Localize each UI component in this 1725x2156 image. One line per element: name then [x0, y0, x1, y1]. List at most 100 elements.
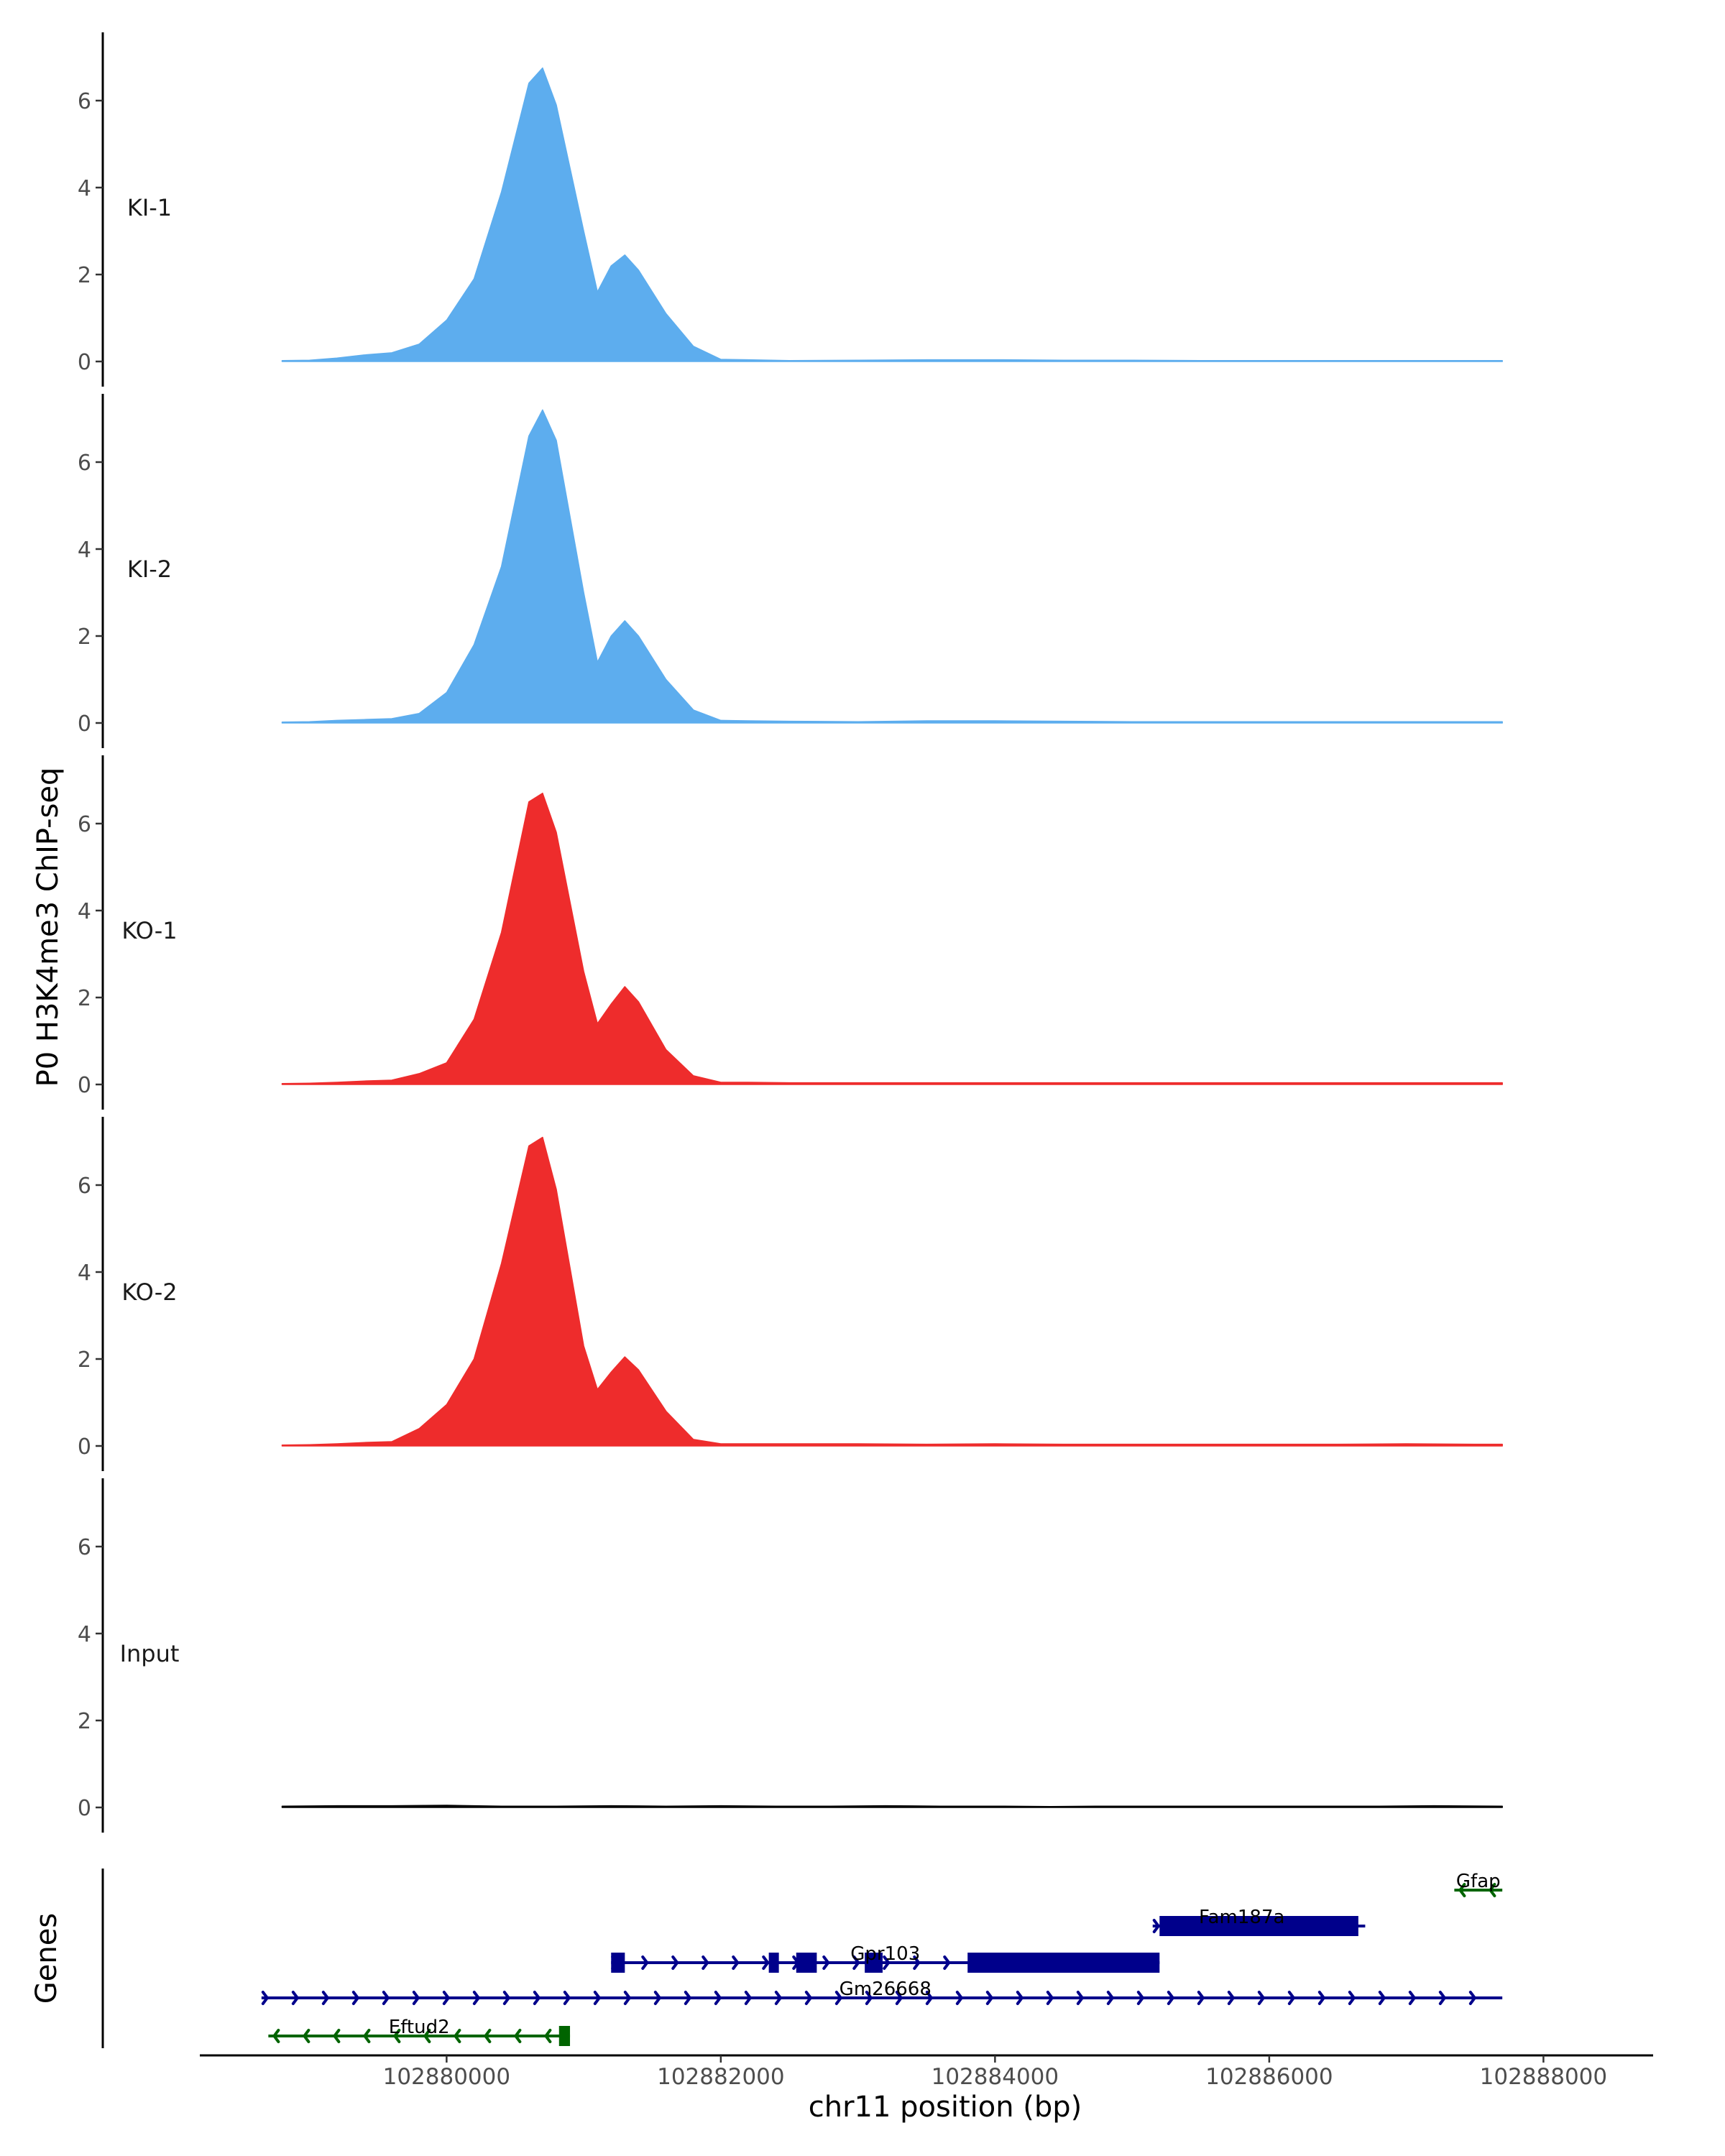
y-tick-label: 4 [78, 538, 91, 563]
y-tick-label: 2 [78, 986, 91, 1011]
strand-arrow-icon [702, 1955, 709, 1970]
strand-arrow-icon [925, 1991, 934, 2005]
gene-eftud2: Eftud2 [268, 2017, 571, 2046]
strand-arrow-icon [641, 1955, 649, 1970]
strand-arrow-icon [1317, 1991, 1326, 2005]
gene-annotation-track: Gfap Fam187a Gpr103 Gm26668 Eftud2 [101, 1869, 1503, 2048]
strand-arrow-icon [744, 1991, 753, 2005]
y-tick-label: 0 [78, 350, 91, 375]
strand-arrow-icon [533, 1991, 541, 2005]
track-panel-ki-1: 0 2 4 6 KI-1 [78, 32, 1503, 387]
y-tick-label: 4 [78, 1261, 91, 1286]
strand-arrow-icon [714, 1991, 722, 2005]
y-tick-label: 6 [78, 89, 91, 114]
strand-arrow-icon [852, 1955, 860, 1970]
coverage-area-ki-2 [281, 409, 1503, 724]
strand-arrow-icon [442, 1991, 451, 2005]
genes-track-title: Genes [30, 1913, 63, 2004]
y-tick-label: 2 [78, 625, 91, 650]
coverage-area-input [281, 1805, 1503, 1808]
gene-label: Gfap [1456, 1871, 1501, 1892]
x-tick-label: 102886000 [1205, 2064, 1333, 2090]
strand-arrow-icon [261, 1991, 270, 2005]
y-tick-label: 2 [78, 263, 91, 288]
exon-block [558, 2026, 571, 2046]
gene-gm26668: Gm26668 [261, 1978, 1503, 2005]
strand-arrow-icon [623, 1991, 632, 2005]
x-axis: 102880000 102882000 102884000 102886000 1028… [200, 2054, 1653, 2090]
gene-label: Eftud2 [389, 2017, 450, 2038]
strand-arrow-icon [913, 1955, 921, 1970]
track-label: Input [120, 1640, 180, 1667]
y-tick-label: 6 [78, 1174, 91, 1199]
strand-arrow-icon [1046, 1991, 1054, 2005]
coverage-tracks: 0 2 4 6 KI-1 0 2 4 6 KI-2 0 2 4 6 KO-1 0 2 4 6 KO-2 0 2 4 6 Inpu… [78, 32, 1503, 1833]
track-panel-input: 0 2 4 6 Input [78, 1478, 1503, 1833]
y-tick-label: 0 [78, 711, 91, 737]
strand-arrow-icon [1167, 1991, 1175, 2005]
y-tick-label: 6 [78, 812, 91, 837]
y-tick-label: 0 [78, 1434, 91, 1460]
y-tick-label: 4 [78, 176, 91, 201]
y-tick-label: 4 [78, 1622, 91, 1647]
strand-arrow-icon [1136, 1991, 1145, 2005]
track-panel-ki-2: 0 2 4 6 KI-2 [78, 394, 1503, 748]
track-label: KO-2 [121, 1279, 177, 1306]
strand-arrow-icon [1408, 1991, 1417, 2005]
strand-arrow-icon [762, 1955, 770, 1970]
coverage-area-ko-2 [281, 1136, 1503, 1447]
strand-arrow-icon [483, 2029, 492, 2043]
strand-arrow-icon [671, 1955, 679, 1970]
strand-arrow-icon [543, 2029, 552, 2043]
strand-arrow-icon [1438, 1991, 1447, 2005]
strand-arrow-icon [1488, 1883, 1496, 1897]
strand-arrow-icon [1076, 1991, 1085, 2005]
strand-arrow-icon [895, 1991, 903, 2005]
y-tick-label: 2 [78, 1348, 91, 1373]
y-tick-label: 0 [78, 1073, 91, 1098]
strand-arrow-icon [382, 1991, 390, 2005]
strand-arrow-icon [472, 1991, 481, 2005]
strand-arrow-icon [1197, 1991, 1205, 2005]
strand-arrow-icon [943, 1955, 951, 1970]
gene-label: Gm26668 [840, 1978, 932, 2000]
y-tick-label: 2 [78, 1709, 91, 1734]
gene-gfap: Gfap [1454, 1871, 1503, 1897]
exon-block [967, 1953, 1160, 1973]
strand-arrow-icon [865, 1991, 873, 2005]
strand-arrow-icon [302, 2029, 310, 2043]
y-tick-label: 6 [78, 451, 91, 476]
strand-arrow-icon [593, 1991, 602, 2005]
y-tick-label: 0 [78, 1796, 91, 1821]
strand-arrow-icon [822, 1955, 830, 1970]
strand-arrow-icon [513, 2029, 522, 2043]
strand-arrow-icon [804, 1991, 813, 2005]
x-tick-label: 102880000 [383, 2064, 511, 2090]
strand-arrow-icon [1152, 1919, 1161, 1933]
strand-arrow-icon [1257, 1991, 1266, 2005]
strand-arrow-icon [955, 1991, 964, 2005]
coverage-area-ko-1 [281, 792, 1503, 1085]
strand-arrow-icon [272, 2029, 280, 2043]
strand-arrow-icon [412, 1991, 420, 2005]
strand-arrow-icon [1458, 1883, 1466, 1897]
x-tick-label: 102884000 [932, 2064, 1059, 2090]
y-tick-label: 6 [78, 1535, 91, 1560]
strand-arrow-icon [774, 1991, 783, 2005]
strand-arrow-icon [1468, 1991, 1477, 2005]
strand-arrow-icon [321, 1991, 330, 2005]
strand-arrow-icon [563, 1991, 571, 2005]
x-tick-label: 102882000 [657, 2064, 785, 2090]
strand-arrow-icon [1348, 1991, 1356, 2005]
strand-arrow-icon [834, 1991, 843, 2005]
strand-arrow-icon [332, 2029, 341, 2043]
strand-arrow-icon [1106, 1991, 1115, 2005]
track-label: KO-1 [121, 917, 177, 944]
gene-label: Fam187a [1199, 1907, 1284, 1928]
strand-arrow-icon [291, 1991, 300, 2005]
strand-arrow-icon [502, 1991, 511, 2005]
strand-arrow-icon [362, 2029, 371, 2043]
strand-arrow-icon [1227, 1991, 1236, 2005]
track-label: KI-2 [127, 556, 172, 583]
track-panel-ko-2: 0 2 4 6 KO-2 [78, 1117, 1503, 1471]
